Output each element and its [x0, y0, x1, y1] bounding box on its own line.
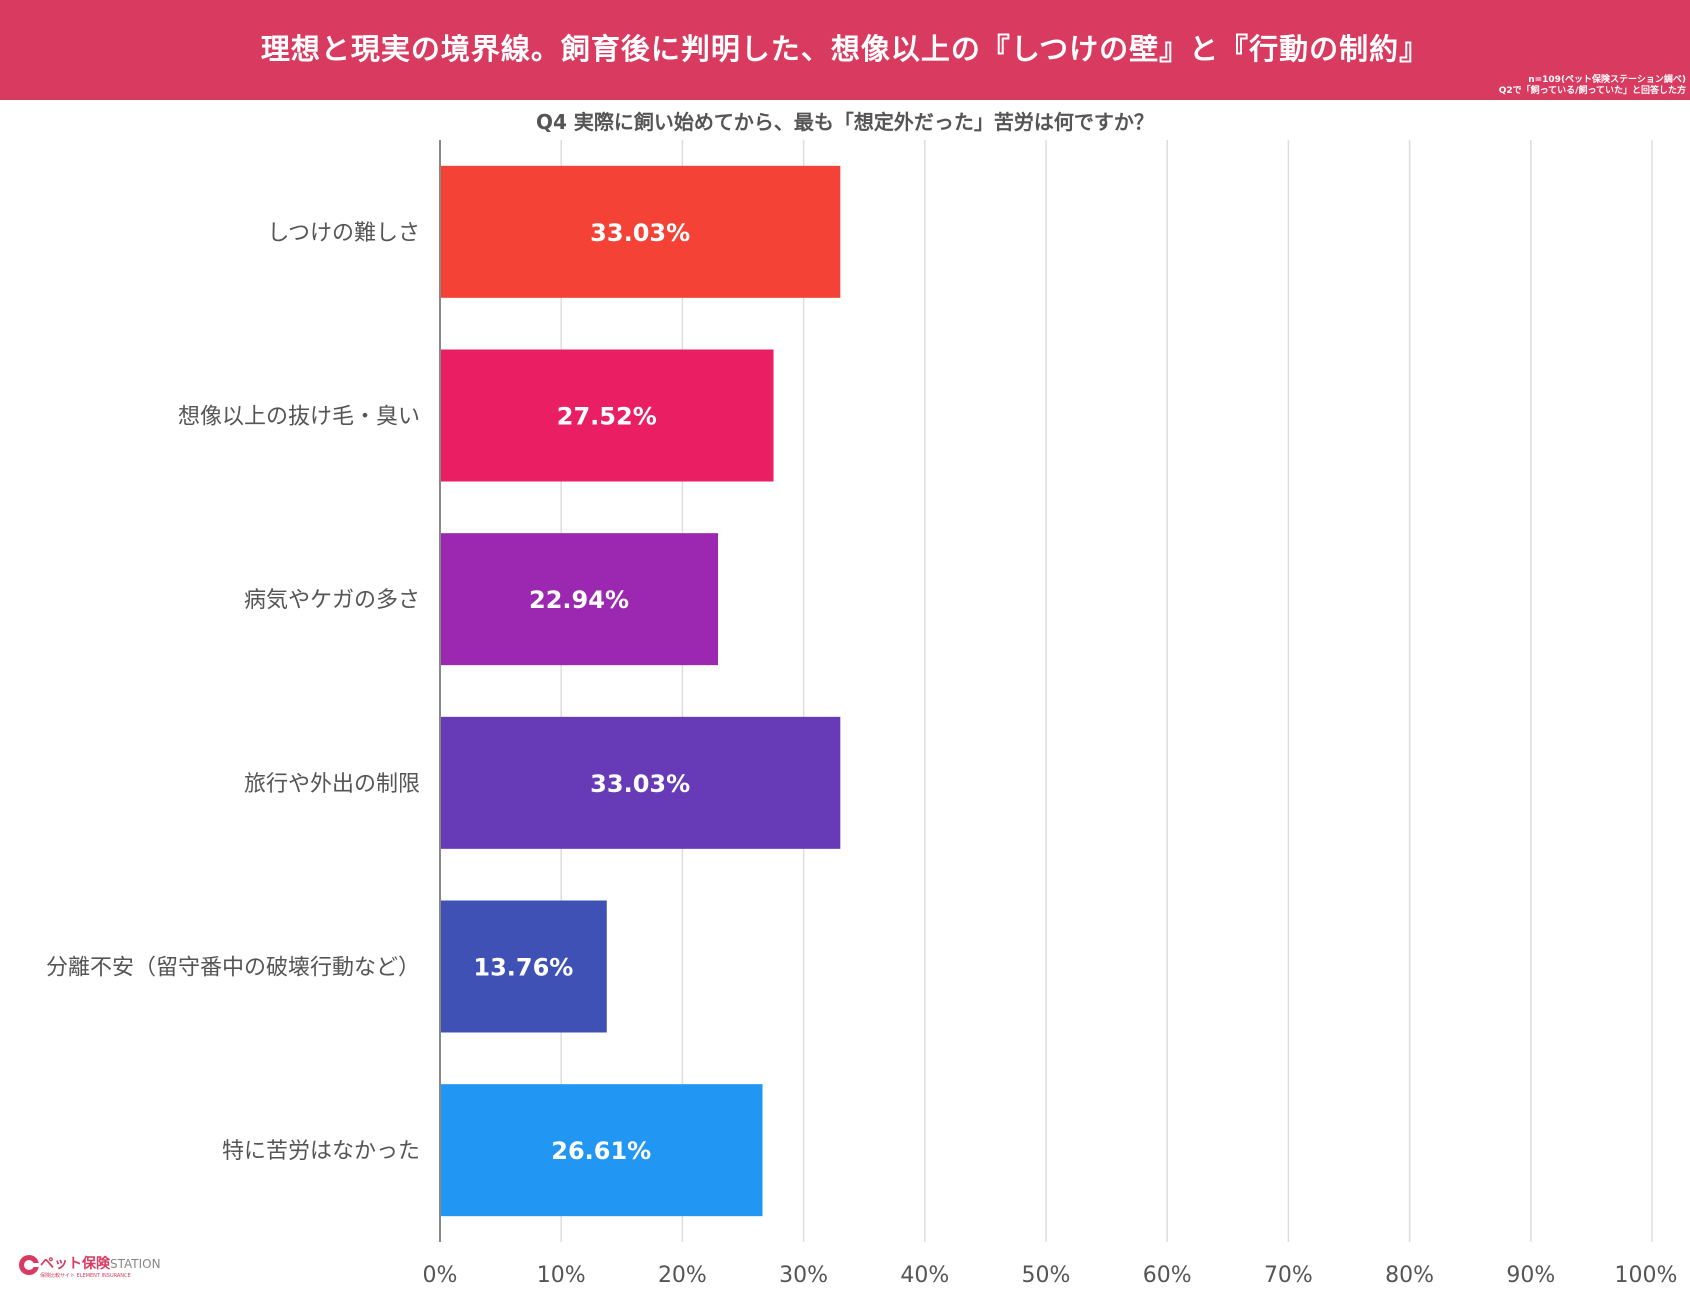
x-tick-label: 70% [1264, 1263, 1313, 1288]
category-label: 想像以上の抜け毛・臭い [178, 405, 420, 430]
bar [440, 349, 774, 482]
chart-title: Q4 実際に飼い始めてから、最も「想定外だった」苦労は何ですか？ [536, 110, 1154, 134]
logo-sub-left: 保険比較サイト [40, 1273, 76, 1279]
x-tick-label: 90% [1506, 1263, 1555, 1288]
bar-value-label: 33.03% [590, 770, 690, 798]
category-label: しつけの難しさ [267, 221, 420, 246]
x-tick-label: 10% [537, 1263, 586, 1288]
x-tick-label: 100% [1615, 1263, 1678, 1288]
logo-text: ペット保険STATION [40, 1253, 161, 1273]
x-tick-label: 20% [658, 1263, 707, 1288]
x-tick-label: 80% [1385, 1263, 1434, 1288]
logo-name: ペット保険 [40, 1256, 110, 1272]
category-label: 特に苦労はなかった [222, 1139, 420, 1164]
bar-value-label: 13.76% [473, 954, 573, 982]
brand-logo: ペット保険STATION 保険比較サイト ELEMENT INSURANCE [18, 1252, 188, 1282]
bar [440, 1084, 763, 1217]
category-label: 病気やケガの多さ [244, 588, 420, 613]
bar [440, 165, 841, 298]
x-tick-label: 30% [779, 1263, 828, 1288]
category-label: 旅行や外出の制限 [244, 772, 420, 797]
logo-mark-icon [19, 1255, 40, 1275]
survey-note: n=109(ペット保険ステーション調べ) Q2で「飼っている/飼っていた」と回答… [1499, 75, 1686, 97]
x-tick-label: 40% [900, 1263, 949, 1288]
logo-sub-right: ELEMENT INSURANCE [76, 1273, 131, 1279]
bar [440, 900, 607, 1033]
survey-note-line1: n=109(ペット保険ステーション調べ) [1528, 75, 1686, 85]
bar-value-label: 27.52% [557, 403, 657, 431]
survey-note-line2: Q2で「飼っている/飼っていた」と回答した方 [1498, 86, 1686, 96]
x-tick-label: 50% [1022, 1263, 1071, 1288]
bar-value-label: 33.03% [590, 219, 690, 247]
logo-subtext: 保険比較サイト ELEMENT INSURANCE [40, 1272, 131, 1279]
logo-station: STATION [110, 1257, 161, 1271]
bar-value-label: 26.61% [551, 1137, 651, 1165]
x-tick-label: 0% [423, 1263, 458, 1288]
bar [440, 533, 719, 666]
bar [440, 716, 841, 849]
category-label: 分離不安（留守番中の破壊行動など） [46, 956, 420, 981]
page-title: 理想と現実の境界線。飼育後に判明した、想像以上の『しつけの壁』と『行動の制約』 [260, 32, 1430, 66]
bar-value-label: 22.94% [529, 586, 629, 614]
header-banner: 理想と現実の境界線。飼育後に判明した、想像以上の『しつけの壁』と『行動の制約』 … [0, 0, 1690, 100]
x-tick-label: 60% [1143, 1263, 1192, 1288]
